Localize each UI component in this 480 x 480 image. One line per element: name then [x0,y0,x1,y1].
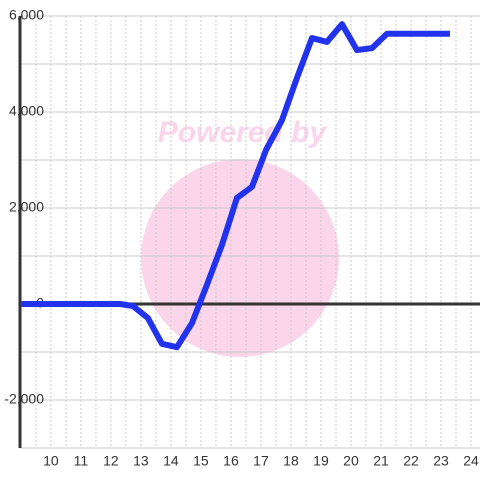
y-tick-label: 2,000 [9,199,44,215]
x-tick-label: 10 [43,453,59,469]
x-tick-label: 13 [133,453,149,469]
x-tick-label: 22 [403,453,419,469]
x-tick-label: 15 [193,453,209,469]
x-tick-label: 24 [463,453,479,469]
watermark-text: Powered by [158,116,328,149]
x-tick-label: 12 [103,453,119,469]
x-tick-label: 17 [253,453,269,469]
y-tick-label: -2,000 [4,391,44,407]
y-tick-label: 4,000 [9,103,44,119]
x-tick-label: 16 [223,453,239,469]
x-tick-label: 19 [313,453,329,469]
x-tick-label: 23 [433,453,449,469]
x-tick-label: 21 [373,453,389,469]
x-tick-label: 11 [74,453,89,469]
x-tick-label: 20 [343,453,359,469]
x-tick-label: 14 [163,453,179,469]
x-tick-label: 18 [283,453,299,469]
y-tick-label: 6,000 [9,7,44,23]
data-line [20,21,450,351]
